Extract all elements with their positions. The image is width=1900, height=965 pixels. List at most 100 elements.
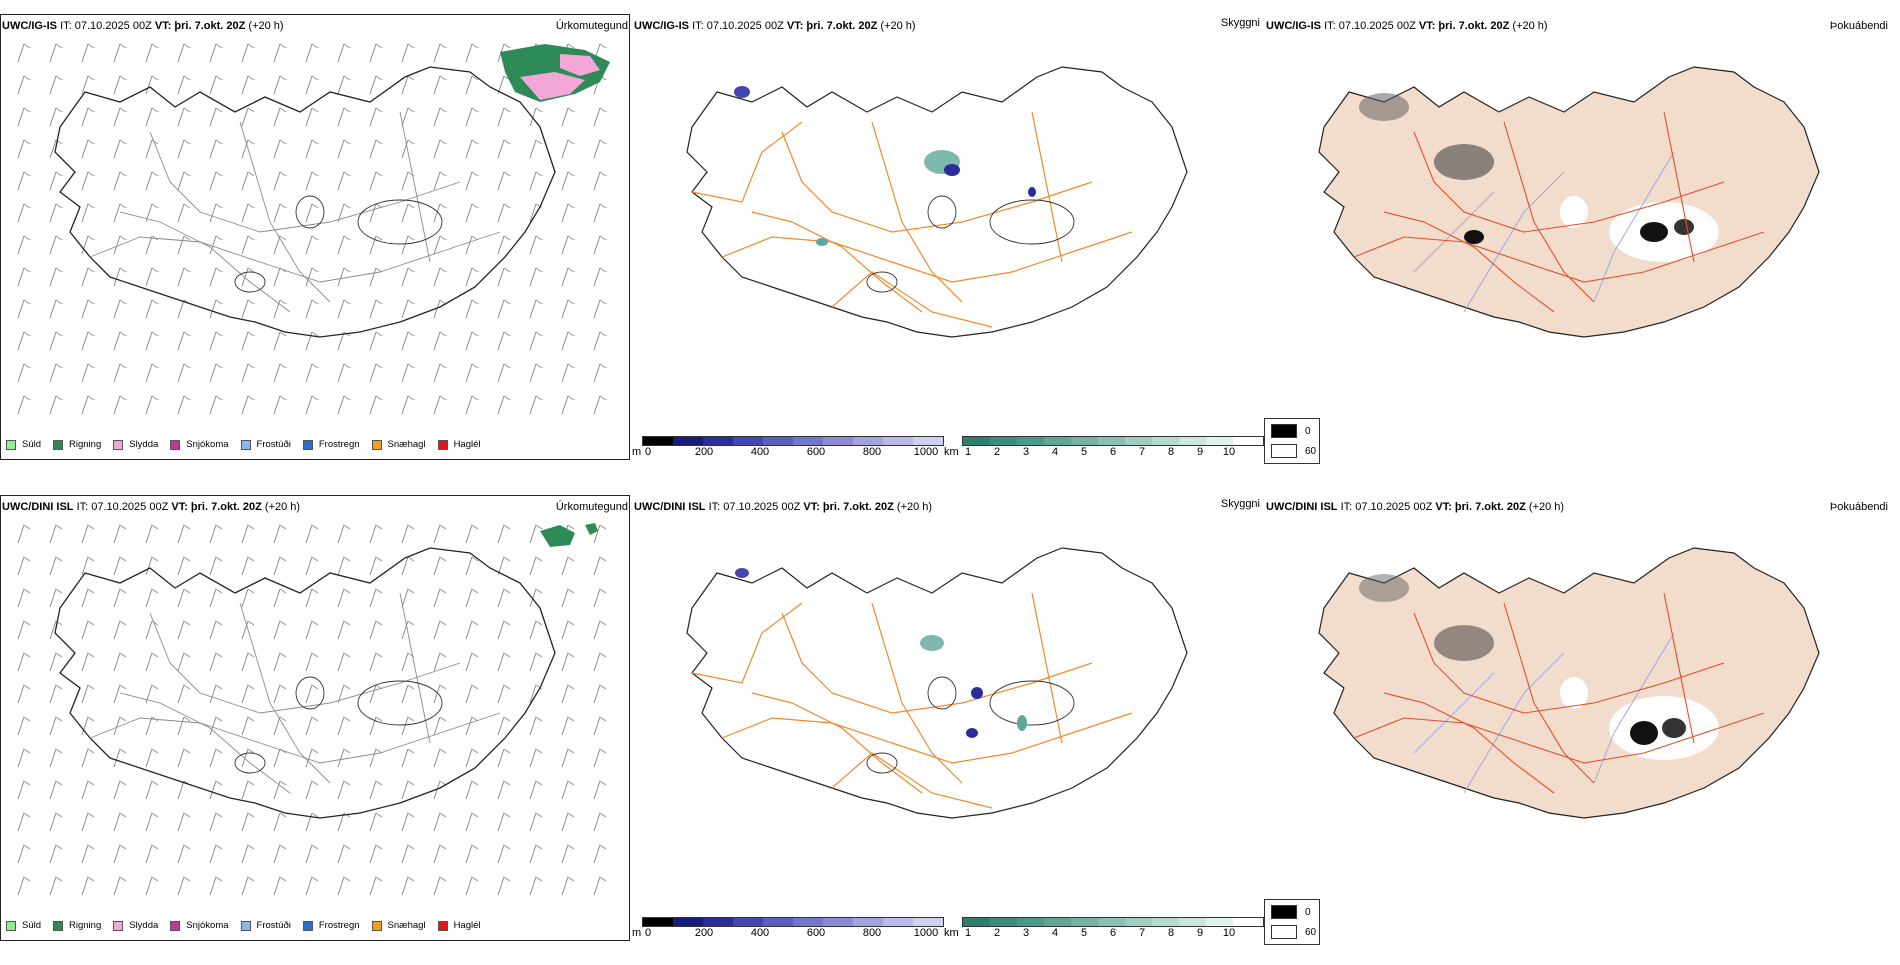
wind-barb-flag	[183, 235, 191, 241]
wind-barb-shaft	[561, 395, 569, 415]
wind-barb-shaft	[593, 299, 601, 319]
model-label: UWC/IG-IS	[2, 20, 57, 32]
wind-barb-shaft	[337, 235, 345, 255]
wind-barb-flag	[151, 780, 159, 786]
wind-barb-shaft	[465, 876, 473, 896]
wind-barb-shaft	[401, 267, 409, 287]
colorbar-tick: 7	[1138, 446, 1146, 458]
wind-barb-shaft	[177, 267, 185, 287]
fog-map	[1318, 547, 1820, 819]
wind-barb-shaft	[49, 299, 57, 319]
wind-barb-flag	[471, 748, 479, 754]
wind-barb-flag	[247, 299, 255, 305]
wind-barb-shaft	[337, 363, 345, 383]
wind-barb-shaft	[81, 556, 89, 576]
wind-barb-flag	[471, 299, 479, 305]
colorbar-tick: 800	[862, 927, 882, 939]
iceland-coast	[54, 66, 556, 338]
wind-barb-shaft	[561, 588, 569, 608]
wind-barb-shaft	[337, 395, 345, 415]
wind-barb-shaft	[529, 684, 537, 704]
legend-label: Haglél	[453, 439, 481, 450]
wind-barb-flag	[183, 43, 191, 49]
wind-barb-flag	[23, 107, 31, 113]
wind-barb-flag	[599, 684, 607, 690]
wind-barb-shaft	[177, 812, 185, 832]
wind-barb-flag	[535, 620, 543, 626]
skyggni-map	[686, 66, 1188, 338]
wind-barb-flag	[439, 620, 447, 626]
wind-barb-shaft	[81, 652, 89, 672]
road-network	[89, 111, 501, 313]
legend-label: 0	[1305, 906, 1311, 918]
wind-barb-shaft	[465, 171, 473, 191]
wind-barb-flag	[23, 139, 31, 145]
wind-barb-shaft	[209, 652, 217, 672]
wind-barb-flag	[119, 171, 127, 177]
wind-barb-flag	[151, 748, 159, 754]
wind-barb-flag	[87, 748, 95, 754]
wind-barb-shaft	[241, 620, 249, 640]
wind-barb-flag	[343, 395, 351, 401]
legend-label: Frostúði	[256, 920, 291, 931]
wind-barb-flag	[279, 524, 287, 530]
colorbar-tick: 10	[1222, 927, 1236, 939]
wind-barb-shaft	[17, 107, 25, 127]
wind-barb-flag	[55, 524, 63, 530]
wind-barb-shaft	[305, 267, 313, 287]
wind-barb-shaft	[369, 780, 377, 800]
wind-barb-shaft	[369, 812, 377, 832]
wind-barb-shaft	[49, 331, 57, 351]
wind-barb-shaft	[81, 844, 89, 864]
wind-barb-flag	[599, 267, 607, 273]
wind-barb-flag	[247, 652, 255, 658]
wind-barb-shaft	[593, 363, 601, 383]
colorbar-tick: 200	[694, 927, 714, 939]
colorbar-swatch	[913, 437, 943, 445]
lead-time: (+20 h)	[264, 501, 301, 513]
wind-barb-flag	[439, 876, 447, 882]
wind-barb-flag	[343, 203, 351, 209]
colorbar-unit: m	[632, 446, 642, 458]
wind-barb-shaft	[241, 588, 249, 608]
wind-barb-shaft	[49, 139, 57, 159]
wind-barb-shaft	[145, 876, 153, 896]
wind-barb-shaft	[529, 363, 537, 383]
wind-barb-flag	[215, 203, 223, 209]
legend-swatch	[113, 920, 124, 931]
wind-barb-shaft	[369, 203, 377, 223]
valid-time: þri. 7.okt. 20Z	[174, 20, 246, 32]
wind-barb-flag	[567, 524, 575, 530]
wind-barb-shaft	[401, 716, 409, 736]
glacier-outlines	[234, 195, 443, 293]
wind-barb-shaft	[81, 331, 89, 351]
wind-barb-flag	[311, 75, 319, 81]
precip-area-north	[540, 523, 598, 547]
wind-barb-flag	[87, 331, 95, 337]
wind-barb-flag	[55, 812, 63, 818]
legend-item-haglel: Haglél	[437, 439, 481, 450]
wind-barb-shaft	[337, 780, 345, 800]
wind-barb-shaft	[401, 748, 409, 768]
wind-barb-flag	[343, 844, 351, 850]
wind-barb-flag	[535, 716, 543, 722]
wind-barb-shaft	[273, 395, 281, 415]
wind-barb-flag	[23, 363, 31, 369]
legend-label: Snæhagl	[387, 439, 426, 450]
wind-barb-flag	[119, 620, 127, 626]
wind-barb-shaft	[401, 844, 409, 864]
legend-label: Haglél	[453, 920, 481, 931]
colorbar-swatch	[733, 918, 763, 926]
model-label: UWC/DINI ISL	[2, 501, 74, 513]
wind-barb-flag	[471, 812, 479, 818]
wind-barb-shaft	[433, 395, 441, 415]
wind-barb-shaft	[17, 620, 25, 640]
wind-barb-flag	[23, 395, 31, 401]
colorbar-swatch	[1017, 918, 1044, 926]
wind-barb-shaft	[401, 684, 409, 704]
wind-barb-shaft	[497, 107, 505, 127]
wind-barb-flag	[55, 331, 63, 337]
colorbar-swatch	[1152, 437, 1179, 445]
wind-barb-shaft	[561, 556, 569, 576]
wind-barb-flag	[375, 331, 383, 337]
